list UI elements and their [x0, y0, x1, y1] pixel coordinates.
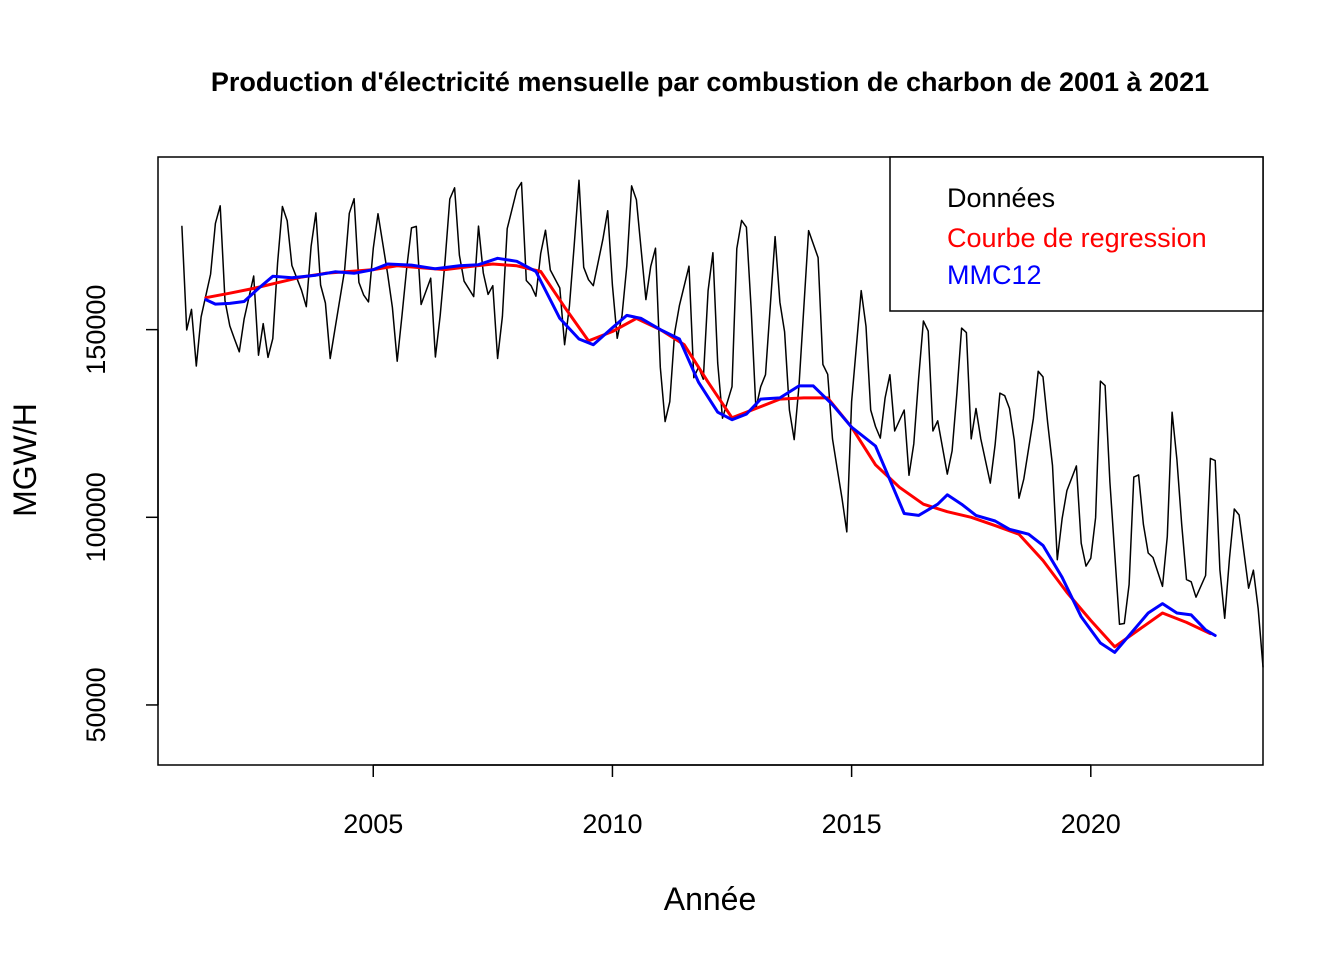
x-axis-label: Année — [664, 881, 757, 917]
legend-box — [889, 156, 1264, 312]
y-axis: 50000 100000 150000 — [81, 285, 159, 742]
x-tick-label: 2005 — [343, 809, 403, 839]
y-tick-label: 50000 — [81, 667, 111, 742]
legend-entry-regression: Courbe de regression — [947, 223, 1207, 253]
y-axis-label: MGW/H — [7, 403, 43, 517]
legend: Données Courbe de regression MMC12 — [889, 156, 1264, 312]
legend-entry-mmc12: MMC12 — [947, 260, 1042, 290]
x-tick-label: 2015 — [822, 809, 882, 839]
y-tick-label: 150000 — [81, 285, 111, 375]
chart-title: Production d'électricité mensuelle par c… — [211, 67, 1209, 97]
series-donnees-line — [181, 179, 1264, 668]
series-mmc12-line — [204, 256, 1217, 654]
series-layer — [181, 179, 1264, 668]
x-tick-label: 2010 — [582, 809, 642, 839]
y-tick-label: 100000 — [81, 472, 111, 562]
legend-entry-donnees: Données — [947, 183, 1055, 213]
x-tick-label: 2020 — [1061, 809, 1121, 839]
x-axis: 2005 2010 2015 2020 — [343, 764, 1121, 839]
series-regression-line — [204, 262, 1212, 649]
